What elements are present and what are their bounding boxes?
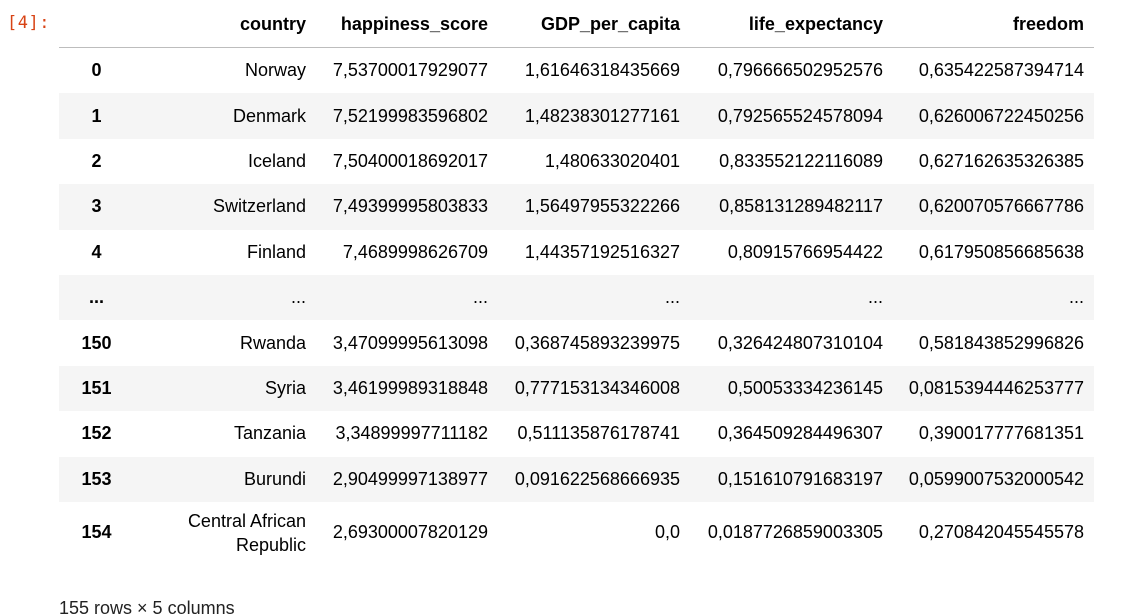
cell-life-expectancy: 0,151610791683197 [717, 468, 883, 489]
cell-happiness-score: 3,34899997711182 [335, 423, 489, 444]
row-index: ... [88, 287, 104, 308]
cell-life-expectancy: 0,796666502952576 [717, 60, 883, 81]
cell-gdp-per-capita: ... [664, 287, 680, 308]
cell-gdp-per-capita: 0,368745893239975 [514, 332, 680, 353]
cell-country: Norway [244, 60, 306, 81]
cell-happiness-score: ... [472, 287, 488, 308]
cell-life-expectancy: 0,50053334236145 [727, 377, 883, 398]
cell-freedom: 0,390017777681351 [918, 423, 1084, 444]
cell-freedom: 0,270842045545578 [918, 522, 1084, 543]
cell-freedom: 0,0815394446253777 [908, 377, 1084, 398]
dataframe-container: country happiness_score GDP_per_capita l… [59, 2, 1094, 564]
cell-freedom: 0,627162635326385 [918, 150, 1084, 171]
cell-gdp-per-capita: 1,44357192516327 [524, 241, 680, 262]
cell-life-expectancy: 0,0187726859003305 [707, 522, 883, 543]
table-row: 154 Central African Republic 2,693000078… [59, 502, 1094, 564]
row-index: 153 [81, 468, 112, 489]
row-index: 1 [91, 105, 102, 126]
cell-gdp-per-capita: 0,0 [654, 522, 680, 543]
cell-country: Central African Republic [187, 510, 306, 555]
column-header-freedom: freedom [893, 2, 1094, 48]
cell-country: Burundi [243, 468, 306, 489]
column-header-life-expectancy: life_expectancy [690, 2, 893, 48]
row-index: 4 [91, 241, 102, 262]
cell-country: Denmark [232, 105, 306, 126]
row-index: 2 [91, 150, 102, 171]
cell-freedom: ... [1068, 287, 1084, 308]
cell-freedom: 0,635422587394714 [918, 60, 1084, 81]
table-header: country happiness_score GDP_per_capita l… [59, 2, 1094, 48]
cell-gdp-per-capita: 1,61646318435669 [524, 60, 680, 81]
cell-gdp-per-capita: 0,511135876178741 [517, 423, 680, 444]
row-index: 154 [81, 522, 112, 543]
row-index: 0 [91, 60, 102, 81]
cell-country: Switzerland [212, 196, 306, 217]
cell-gdp-per-capita: 1,480633020401 [544, 150, 680, 171]
column-header-index [59, 2, 134, 48]
cell-country: Syria [264, 377, 306, 398]
cell-happiness-score: 7,4689998626709 [342, 241, 488, 262]
table-row: 0 Norway 7,53700017929077 1,616463184356… [59, 48, 1094, 94]
row-index: 152 [81, 423, 112, 444]
cell-happiness-score: 3,46199989318848 [332, 377, 488, 398]
dataframe-table: country happiness_score GDP_per_capita l… [59, 2, 1094, 564]
table-row: 3 Switzerland 7,49399995803833 1,5649795… [59, 184, 1094, 230]
cell-gdp-per-capita: 1,56497955322266 [524, 196, 680, 217]
cell-life-expectancy: 0,833552122116089 [719, 150, 883, 171]
cell-happiness-score: 2,69300007820129 [332, 522, 488, 543]
cell-country: Rwanda [239, 332, 306, 353]
cell-country: Finland [246, 241, 306, 262]
row-index: 3 [91, 196, 102, 217]
table-row: 150 Rwanda 3,47099995613098 0,3687458932… [59, 320, 1094, 365]
cell-life-expectancy: ... [867, 287, 883, 308]
table-row: 2 Iceland 7,50400018692017 1,48063302040… [59, 139, 1094, 184]
cell-freedom: 0,626006722450256 [918, 105, 1084, 126]
cell-freedom: 0,0599007532000542 [908, 468, 1084, 489]
cell-life-expectancy: 0,80915766954422 [727, 241, 883, 262]
row-index: 151 [81, 377, 112, 398]
table-row: 4 Finland 7,4689998626709 1,443571925163… [59, 230, 1094, 275]
cell-freedom: 0,620070576667786 [918, 196, 1084, 217]
cell-country: Iceland [247, 150, 306, 171]
cell-happiness-score: 7,49399995803833 [332, 196, 488, 217]
cell-happiness-score: 7,52199983596802 [332, 105, 488, 126]
table-body: 0 Norway 7,53700017929077 1,616463184356… [59, 48, 1094, 564]
dataframe-shape-summary: 155 rows × 5 columns [59, 598, 235, 616]
row-index: 150 [81, 332, 112, 353]
cell-country: ... [290, 287, 306, 308]
table-row: 1 Denmark 7,52199983596802 1,48238301277… [59, 93, 1094, 139]
cell-life-expectancy: 0,792565524578094 [717, 105, 883, 126]
execution-count-prompt: [4]: [7, 13, 50, 33]
cell-life-expectancy: 0,326424807310104 [717, 332, 883, 353]
column-header-gdp-per-capita: GDP_per_capita [498, 2, 690, 48]
cell-happiness-score: 7,50400018692017 [332, 150, 488, 171]
cell-life-expectancy: 0,858131289482117 [719, 196, 883, 217]
column-header-country: country [134, 2, 316, 48]
cell-happiness-score: 7,53700017929077 [332, 60, 488, 81]
cell-country: Tanzania [233, 423, 306, 444]
ellipsis-row: ... ... ... ... ... ... [59, 274, 1094, 321]
cell-life-expectancy: 0,364509284496307 [717, 423, 883, 444]
cell-gdp-per-capita: 0,091622568666935 [514, 468, 680, 489]
table-row: 151 Syria 3,46199989318848 0,77715313434… [59, 365, 1094, 412]
table-row: 153 Burundi 2,90499997138977 0,091622568… [59, 456, 1094, 502]
header-row: country happiness_score GDP_per_capita l… [59, 2, 1094, 48]
cell-happiness-score: 3,47099995613098 [332, 332, 488, 353]
cell-gdp-per-capita: 1,48238301277161 [524, 105, 680, 126]
column-header-happiness-score: happiness_score [316, 2, 498, 48]
cell-freedom: 0,617950856685638 [918, 241, 1084, 262]
cell-freedom: 0,581843852996826 [918, 332, 1084, 353]
table-row: 152 Tanzania 3,34899997711182 0,51113587… [59, 411, 1094, 456]
cell-happiness-score: 2,90499997138977 [332, 468, 488, 489]
cell-gdp-per-capita: 0,777153134346008 [514, 377, 680, 398]
